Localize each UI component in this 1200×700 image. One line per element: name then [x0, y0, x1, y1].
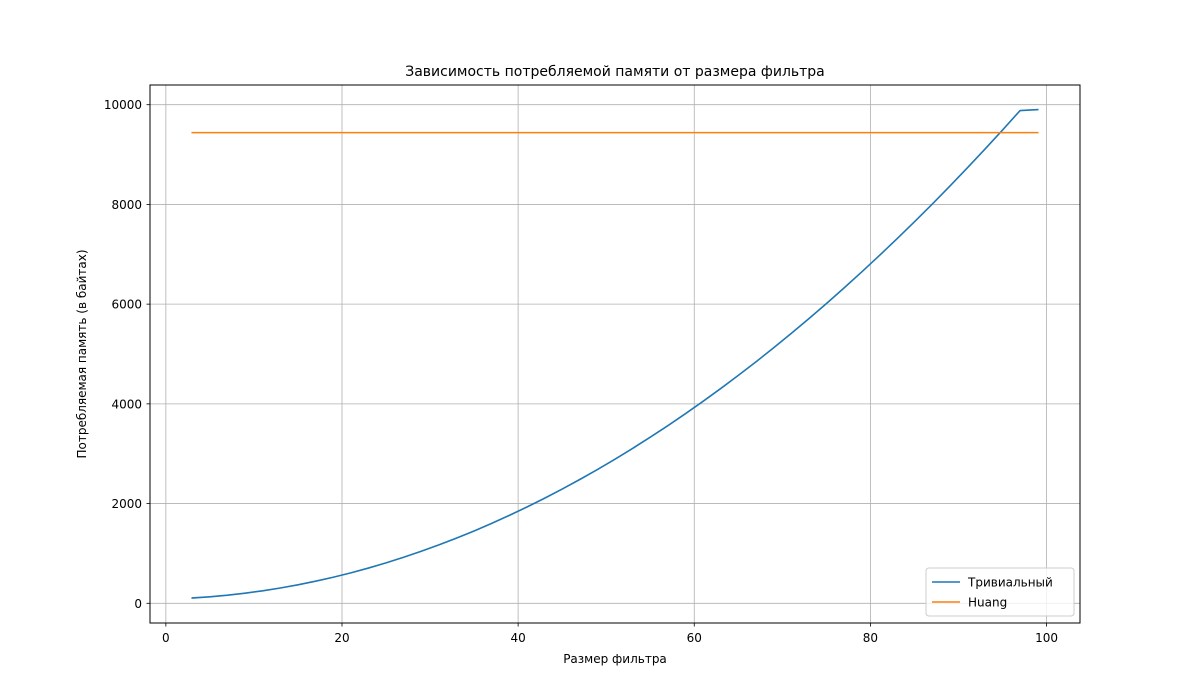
legend-label: Тривиальный — [967, 576, 1053, 590]
y-tick-label: 0 — [134, 597, 142, 611]
x-tick-label: 0 — [162, 631, 170, 645]
plot-frame — [149, 84, 1081, 624]
x-tick-label: 60 — [687, 631, 702, 645]
x-axis-label: Размер фильтра — [563, 652, 667, 666]
legend-label: Huang — [968, 596, 1007, 610]
y-tick-label: 8000 — [111, 198, 142, 212]
y-axis: 0 2000 4000 6000 8000 10000 — [104, 98, 150, 611]
series-line-1 — [191, 108, 1039, 599]
y-tick-label: 6000 — [111, 298, 142, 312]
series-layer — [191, 108, 1039, 599]
legend-box — [925, 567, 1075, 617]
x-axis: 0 20 40 60 80 100 — [162, 623, 1058, 645]
y-tick-label: 2000 — [111, 497, 142, 511]
grid — [150, 85, 1080, 623]
x-tick-label: 80 — [863, 631, 878, 645]
x-tick-label: 20 — [334, 631, 349, 645]
x-tick-label: 40 — [510, 631, 525, 645]
x-tick-label: 100 — [1035, 631, 1058, 645]
chart-title: Зависимость потребляемой памяти от разме… — [405, 64, 825, 80]
y-tick-label: 4000 — [111, 397, 142, 411]
legend: Тривиальный Huang — [925, 567, 1075, 617]
y-axis-label: Потребляемая память (в байтах) — [75, 249, 89, 458]
y-tick-label: 10000 — [104, 98, 142, 112]
